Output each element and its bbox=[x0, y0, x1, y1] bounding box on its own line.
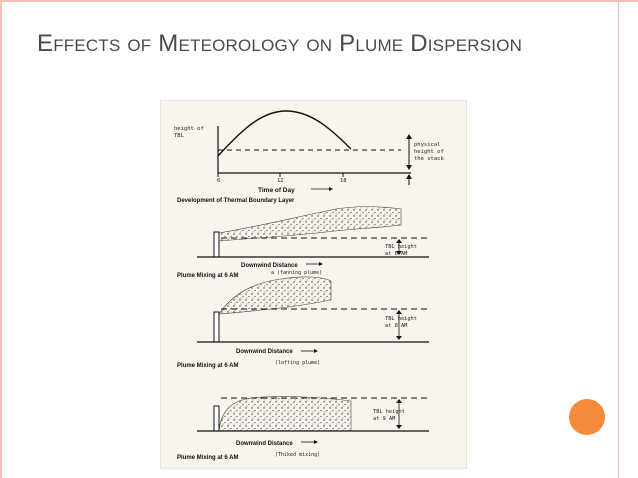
stack-1 bbox=[213, 231, 220, 258]
fanning-plume-shape bbox=[218, 206, 402, 242]
panel1-caption: Plume Mixing at 6 AM bbox=[177, 273, 238, 279]
panel2-caption: Plume Mixing at 6 AM bbox=[177, 363, 238, 369]
panel3-tbl-label-2: at 9 AM bbox=[373, 416, 395, 422]
slide-title: Effects of Meteorology on Plume Dispersi… bbox=[37, 30, 523, 57]
tbl-y-label-2: TBL bbox=[174, 133, 185, 139]
tick-6: 6 bbox=[217, 178, 220, 184]
panel1-note: a (fanning plume) bbox=[271, 270, 322, 276]
stack-label-2: height of bbox=[414, 149, 444, 155]
plume-panel-fanning: TBL height at 6 AM Downwind Distance Plu… bbox=[177, 206, 429, 279]
panel1-tbl-label-2: at 6 AM bbox=[385, 251, 407, 257]
stack-label-1: physical bbox=[414, 142, 441, 148]
tick-18: 18 bbox=[340, 178, 347, 184]
plume-figure: height of TBL physical height of the sta… bbox=[160, 100, 467, 469]
slide-border-top bbox=[0, 0, 638, 2]
panel1-axis-label: Downwind Distance bbox=[241, 263, 298, 269]
time-of-day-label: Time of Day bbox=[258, 187, 295, 194]
tick-12: 12 bbox=[277, 178, 284, 184]
panel3-tbl-label-1: TBL height bbox=[373, 409, 405, 415]
plume-panel-mixing: TBL height at 9 AM Downwind Distance Plu… bbox=[177, 396, 429, 461]
slide-border-right bbox=[618, 0, 619, 478]
panel3-note: (Thiked mixing) bbox=[275, 452, 320, 458]
slide-border-left bbox=[0, 0, 2, 478]
tbl-curve bbox=[217, 110, 352, 157]
panel1-tbl-label-1: TBL height bbox=[385, 244, 417, 250]
stack-3 bbox=[213, 405, 220, 432]
panel2-tbl-label-2: at 8 AM bbox=[385, 323, 407, 329]
panel3-axis-label: Downwind Distance bbox=[236, 441, 293, 447]
mixing-plume-shape bbox=[218, 396, 352, 432]
panel3-caption: Plume Mixing at 6 AM bbox=[177, 455, 238, 461]
panel2-note: (lofting plume) bbox=[275, 360, 320, 366]
accent-circle bbox=[569, 399, 605, 435]
tbl-time-chart: height of TBL physical height of the sta… bbox=[174, 110, 444, 204]
plume-figure-drawing: height of TBL physical height of the sta… bbox=[174, 110, 444, 461]
stack-height-arrow-down bbox=[406, 165, 412, 170]
stack-height-arrow-up bbox=[406, 134, 412, 139]
tbl-y-label-1: height of bbox=[174, 126, 204, 132]
plume-panel-lofting: TBL height at 8 AM Downwind Distance Plu… bbox=[177, 276, 429, 369]
panel2-tbl-label-1: TBL height bbox=[385, 316, 417, 322]
lofting-plume-shape bbox=[218, 276, 332, 315]
top-chart-caption: Development of Thermal Boundary Layer bbox=[177, 198, 295, 204]
panel2-axis-label: Downwind Distance bbox=[236, 349, 293, 355]
stack-label-3: the stack bbox=[414, 156, 444, 162]
stack-2 bbox=[213, 311, 220, 343]
